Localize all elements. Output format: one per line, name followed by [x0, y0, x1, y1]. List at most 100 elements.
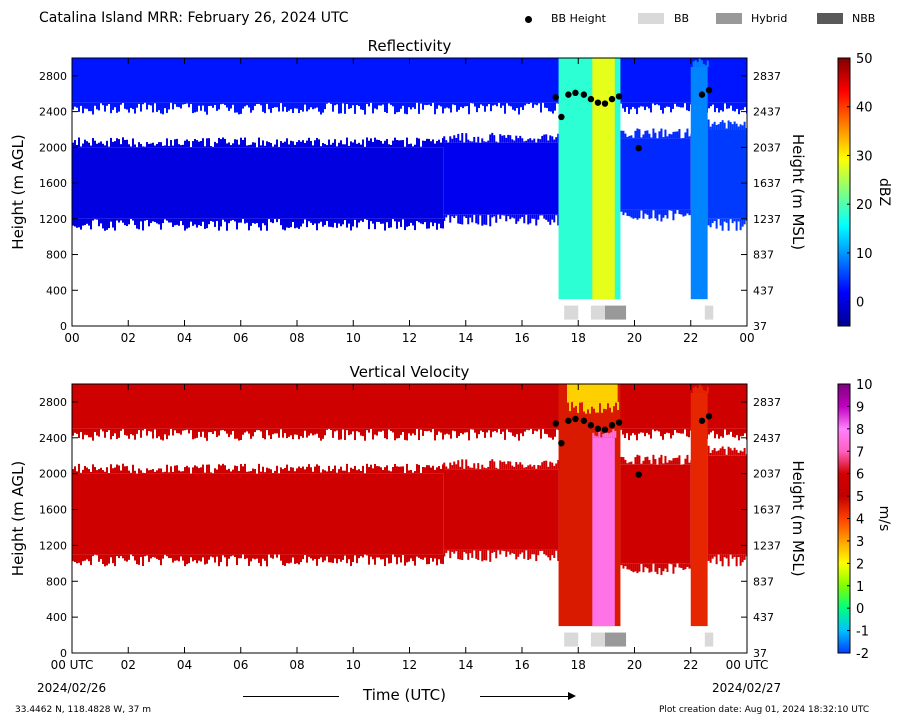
bb-height-point	[558, 439, 565, 447]
data-streak	[102, 428, 104, 432]
data-streak	[477, 463, 480, 470]
data-streak	[86, 428, 88, 436]
data-streak	[737, 452, 740, 456]
data-streak	[354, 102, 356, 114]
data-streak	[640, 428, 642, 433]
data-streak	[465, 549, 468, 554]
data-streak	[356, 554, 358, 564]
data-streak	[246, 428, 248, 432]
data-streak	[624, 428, 626, 439]
data-streak	[154, 428, 156, 430]
data-streak	[482, 102, 484, 106]
data-streak	[218, 554, 220, 567]
colorbar-tick-label: 3	[856, 535, 864, 550]
data-streak	[436, 218, 438, 230]
data-streak	[164, 102, 166, 109]
data-streak	[738, 102, 740, 115]
data-streak	[214, 468, 216, 474]
data-streak	[192, 554, 194, 562]
data-streak	[557, 460, 560, 470]
data-streak	[624, 102, 626, 112]
data-streak	[260, 554, 262, 567]
data-streak	[547, 549, 550, 558]
data-streak	[240, 428, 242, 441]
data-streak	[198, 218, 200, 226]
data-streak	[338, 142, 340, 148]
data-streak	[138, 554, 140, 565]
data-streak	[548, 428, 550, 438]
data-streak	[104, 102, 106, 112]
data-streak	[525, 214, 528, 215]
data-streak	[374, 218, 376, 230]
data-streak	[455, 214, 458, 216]
data-streak	[88, 218, 90, 226]
data-streak	[491, 132, 494, 143]
data-streak	[533, 214, 536, 219]
data-streak	[469, 549, 472, 554]
data-streak	[144, 554, 146, 557]
data-streak	[658, 209, 661, 215]
data-streak	[102, 102, 104, 106]
data-streak	[660, 454, 663, 465]
data-streak	[288, 470, 290, 474]
data-streak	[300, 468, 302, 474]
data-streak	[218, 428, 220, 436]
data-streak	[344, 218, 346, 221]
data-streak	[457, 133, 460, 143]
data-streak	[449, 462, 452, 470]
data-streak	[527, 214, 530, 225]
data-streak	[503, 135, 506, 143]
data-streak	[408, 428, 410, 434]
data-streak	[110, 218, 112, 222]
data-streak	[232, 554, 234, 556]
y-tick-label-right: 437	[753, 611, 774, 624]
data-streak	[466, 428, 468, 433]
data-streak	[455, 464, 458, 470]
colorbar-tick-label: 8	[856, 423, 864, 438]
data-streak	[726, 102, 728, 109]
data-streak	[658, 563, 661, 568]
data-streak	[98, 428, 100, 437]
data-streak	[218, 464, 220, 474]
data-streak	[688, 428, 690, 438]
data-streak	[244, 137, 246, 148]
data-streak	[348, 554, 350, 560]
data-streak	[102, 554, 104, 565]
data-streak	[212, 218, 214, 222]
data-streak	[550, 102, 552, 112]
data-streak	[521, 549, 524, 553]
data-streak	[316, 428, 318, 434]
data-streak	[126, 102, 128, 110]
data-streak	[276, 139, 278, 148]
data-streak	[444, 428, 446, 435]
data-streak	[226, 428, 228, 434]
data-streak	[642, 209, 645, 219]
data-streak	[122, 463, 124, 474]
data-streak	[451, 138, 454, 143]
data-streak	[648, 133, 651, 139]
data-streak	[414, 471, 416, 474]
data-streak	[502, 102, 504, 106]
data-streak	[264, 472, 266, 474]
data-streak	[120, 102, 122, 105]
data-streak	[98, 142, 100, 148]
data-streak	[737, 218, 740, 222]
data-streak	[314, 428, 316, 435]
data-streak	[539, 214, 542, 216]
legend-label-hybrid: Hybrid	[751, 12, 788, 25]
data-streak	[234, 218, 236, 222]
data-streak	[524, 428, 526, 432]
data-streak	[292, 554, 294, 558]
data-streak	[416, 218, 418, 222]
y-tick-label-right: 1237	[753, 539, 781, 552]
data-streak	[722, 428, 724, 438]
data-streak	[118, 218, 120, 223]
data-streak	[447, 549, 450, 551]
data-streak	[467, 465, 470, 470]
data-streak	[688, 136, 691, 139]
data-streak	[495, 549, 498, 559]
data-streak	[320, 554, 322, 558]
data-streak	[613, 401, 615, 407]
data-streak	[640, 209, 643, 211]
data-streak	[224, 102, 226, 105]
